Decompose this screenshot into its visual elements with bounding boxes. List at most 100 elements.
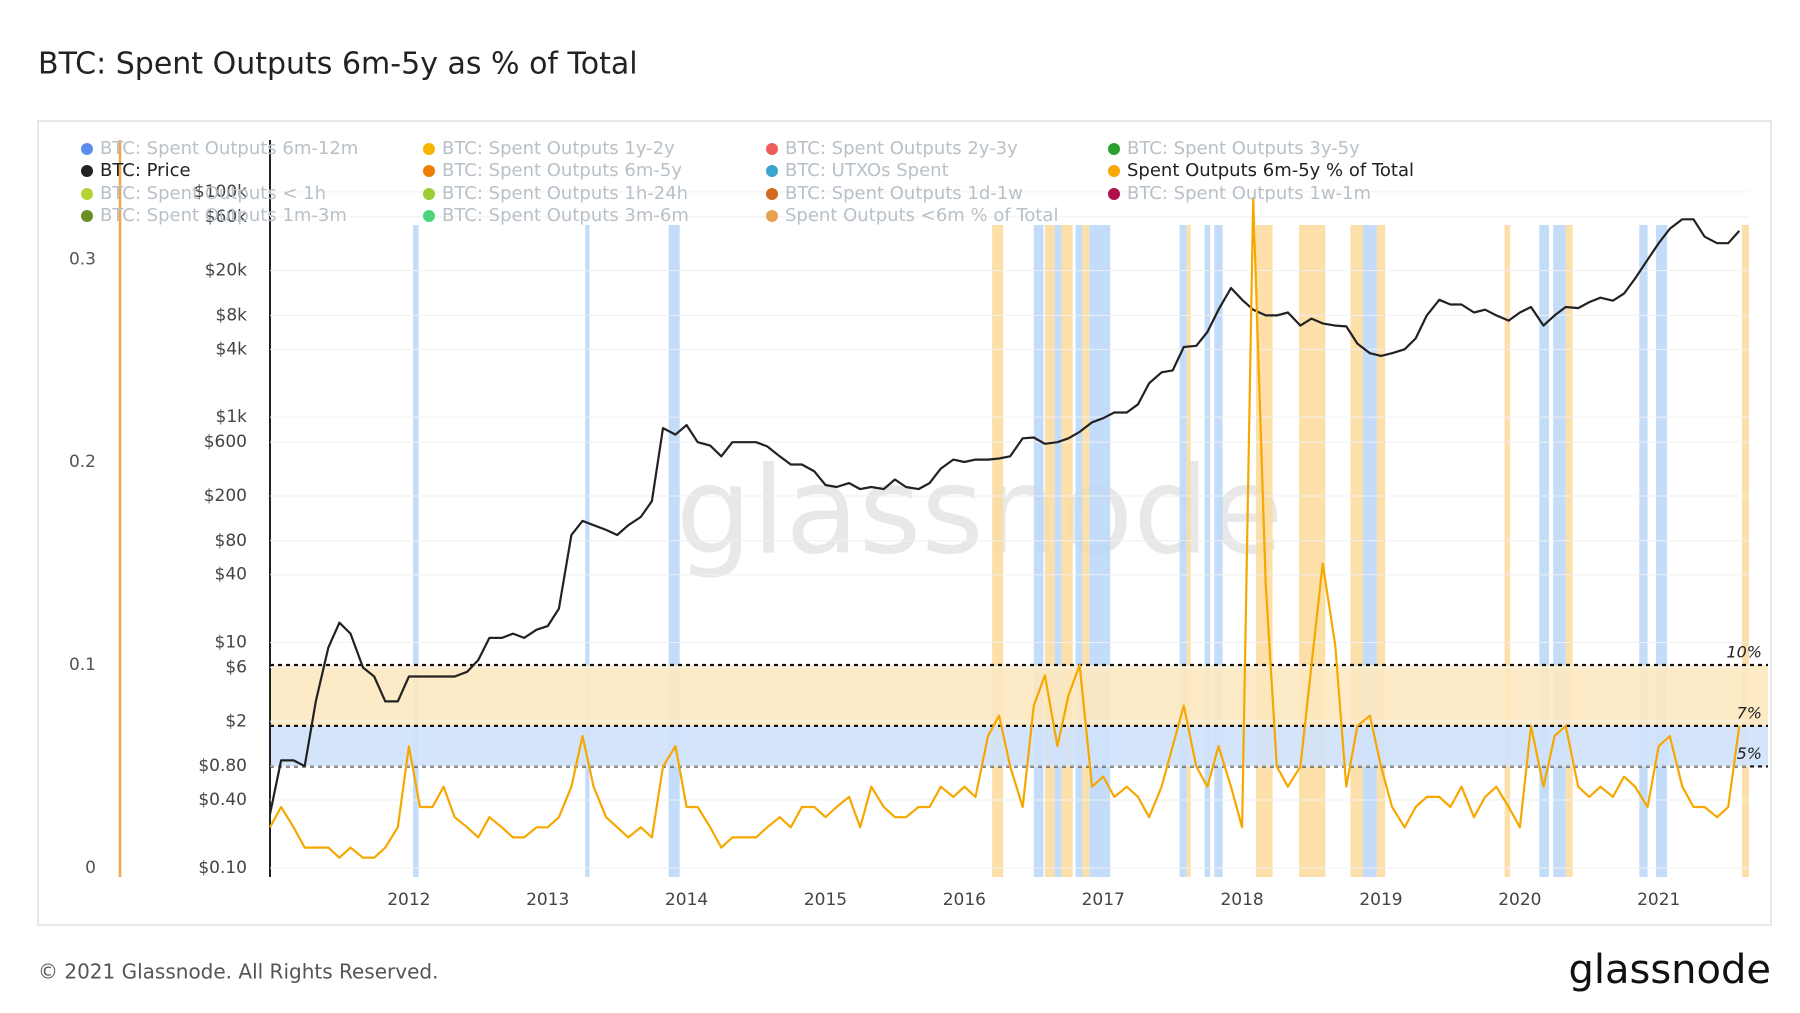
legend-marker[interactable] [1108, 143, 1120, 155]
y-tick-label: 0.2 [69, 452, 96, 472]
legend-marker[interactable] [81, 165, 93, 177]
y2-tick-label: $0.80 [198, 756, 247, 776]
y2-tick-label: $2 [225, 711, 247, 731]
y-tick-label: 0 [85, 858, 96, 878]
x-tick-label: 2012 [387, 890, 430, 910]
legend-marker[interactable] [766, 188, 778, 200]
logo: glassnode [1568, 947, 1771, 993]
legend-label[interactable]: BTC: Spent Outputs 3y-5y [1127, 138, 1360, 159]
legend-marker[interactable] [81, 210, 93, 222]
legend-label[interactable]: BTC: Spent Outputs 1y-2y [442, 138, 675, 159]
legend-label[interactable]: Spent Outputs 6m-5y % of Total [1127, 160, 1414, 181]
y2-tick-label: $0.40 [198, 790, 247, 810]
legend-marker[interactable] [766, 165, 778, 177]
y2-tick-label: $4k [216, 339, 248, 359]
legend-label[interactable]: BTC: UTXOs Spent [785, 160, 949, 181]
legend-label[interactable]: BTC: Spent Outputs 1m-3m [100, 205, 347, 226]
zone-label: 10% [1726, 643, 1762, 662]
highlight-band [1299, 225, 1326, 877]
legend-label[interactable]: BTC: Spent Outputs 1w-1m [1127, 183, 1371, 204]
y2-tick-label: $60k [205, 207, 247, 227]
zone-label: 7% [1737, 703, 1762, 722]
highlight-band [413, 225, 419, 877]
legend-label[interactable]: Spent Outputs <6m % of Total [785, 205, 1058, 226]
legend-label[interactable]: BTC: Spent Outputs < 1h [100, 183, 326, 204]
highlight-band [1504, 225, 1511, 877]
highlight-band [668, 225, 680, 877]
y2-tick-label: $200 [204, 486, 247, 506]
x-tick-label: 2017 [1082, 890, 1125, 910]
highlight-band [1376, 225, 1386, 877]
legend-label[interactable]: BTC: Spent Outputs 6m-12m [100, 138, 358, 159]
y2-tick-label: $8k [216, 305, 248, 325]
legend-label[interactable]: BTC: Spent Outputs 6m-5y [442, 160, 682, 181]
highlight-band [1565, 225, 1573, 877]
highlight-band [1655, 225, 1668, 877]
highlight-band [1054, 225, 1062, 877]
legend-marker[interactable] [81, 188, 93, 200]
highlight-band [1539, 225, 1550, 877]
series-line [268, 218, 1741, 815]
x-tick-label: 2015 [804, 890, 847, 910]
y2-tick-label: $100k [194, 182, 247, 202]
legend-marker[interactable] [1108, 165, 1120, 177]
x-tick-label: 2016 [943, 890, 986, 910]
highlight-band [1214, 225, 1223, 877]
highlight-band [1362, 225, 1377, 877]
legend-marker[interactable] [423, 165, 435, 177]
highlight-band [992, 225, 1004, 877]
legend-marker[interactable] [423, 143, 435, 155]
legend-marker[interactable] [423, 188, 435, 200]
x-tick-label: 2019 [1359, 890, 1402, 910]
legend-marker[interactable] [766, 210, 778, 222]
watermark: glassnode [676, 443, 1284, 582]
highlight-band [1179, 225, 1187, 877]
y2-tick-label: $0.10 [198, 858, 247, 878]
y-tick-label: 0.1 [69, 655, 96, 675]
y2-tick-label: $600 [204, 432, 247, 452]
y2-tick-label: $80 [215, 531, 247, 551]
legend-label[interactable]: BTC: Spent Outputs 3m-6m [442, 205, 689, 226]
highlight-band [1075, 225, 1083, 877]
zone-fill [270, 665, 1768, 726]
legend-label[interactable]: BTC: Spent Outputs 1d-1w [785, 183, 1023, 204]
highlight-band [585, 225, 590, 877]
highlight-band [1061, 225, 1073, 877]
chart-frame [37, 120, 1772, 926]
legend-marker[interactable] [423, 210, 435, 222]
highlight-band [1639, 225, 1648, 877]
highlight-band [1186, 225, 1191, 877]
highlight-band [1742, 225, 1749, 877]
highlight-band [1553, 225, 1566, 877]
highlight-band [1044, 225, 1055, 877]
y2-tick-label: $10 [215, 633, 247, 653]
highlight-band [1204, 225, 1211, 877]
zone-label: 5% [1737, 744, 1762, 763]
legend-marker[interactable] [766, 143, 778, 155]
highlight-band [1033, 225, 1044, 877]
legend-label[interactable]: BTC: Spent Outputs 2y-3y [785, 138, 1018, 159]
y2-tick-label: $1k [216, 407, 248, 427]
x-tick-label: 2013 [526, 890, 569, 910]
x-tick-label: 2021 [1637, 890, 1680, 910]
y2-tick-label: $20k [205, 261, 247, 281]
x-tick-label: 2014 [665, 890, 708, 910]
y2-tick-label: $6 [225, 658, 247, 678]
zone-fill [270, 725, 1768, 767]
footer: © 2021 Glassnode. All Rights Reserved. [38, 960, 438, 984]
plot-area: glassnode 10% 7% 5% 0 0.1 0.2 0.3 $100k $60k $20k $… [69, 138, 1768, 910]
y2-tick-label: $40 [215, 565, 247, 585]
highlight-band [1082, 225, 1090, 877]
legend-marker[interactable] [1108, 188, 1120, 200]
x-tick-label: 2018 [1220, 890, 1263, 910]
highlight-band [1350, 225, 1363, 877]
x-tick-label: 2020 [1498, 890, 1541, 910]
legend-marker[interactable] [81, 143, 93, 155]
series-line [269, 197, 1741, 859]
y-tick-label: 0.3 [69, 249, 96, 269]
chart-title: BTC: Spent Outputs 6m-5y as % of Total [38, 47, 638, 82]
legend-label[interactable]: BTC: Price [100, 160, 191, 181]
legend-label[interactable]: BTC: Spent Outputs 1h-24h [442, 183, 688, 204]
